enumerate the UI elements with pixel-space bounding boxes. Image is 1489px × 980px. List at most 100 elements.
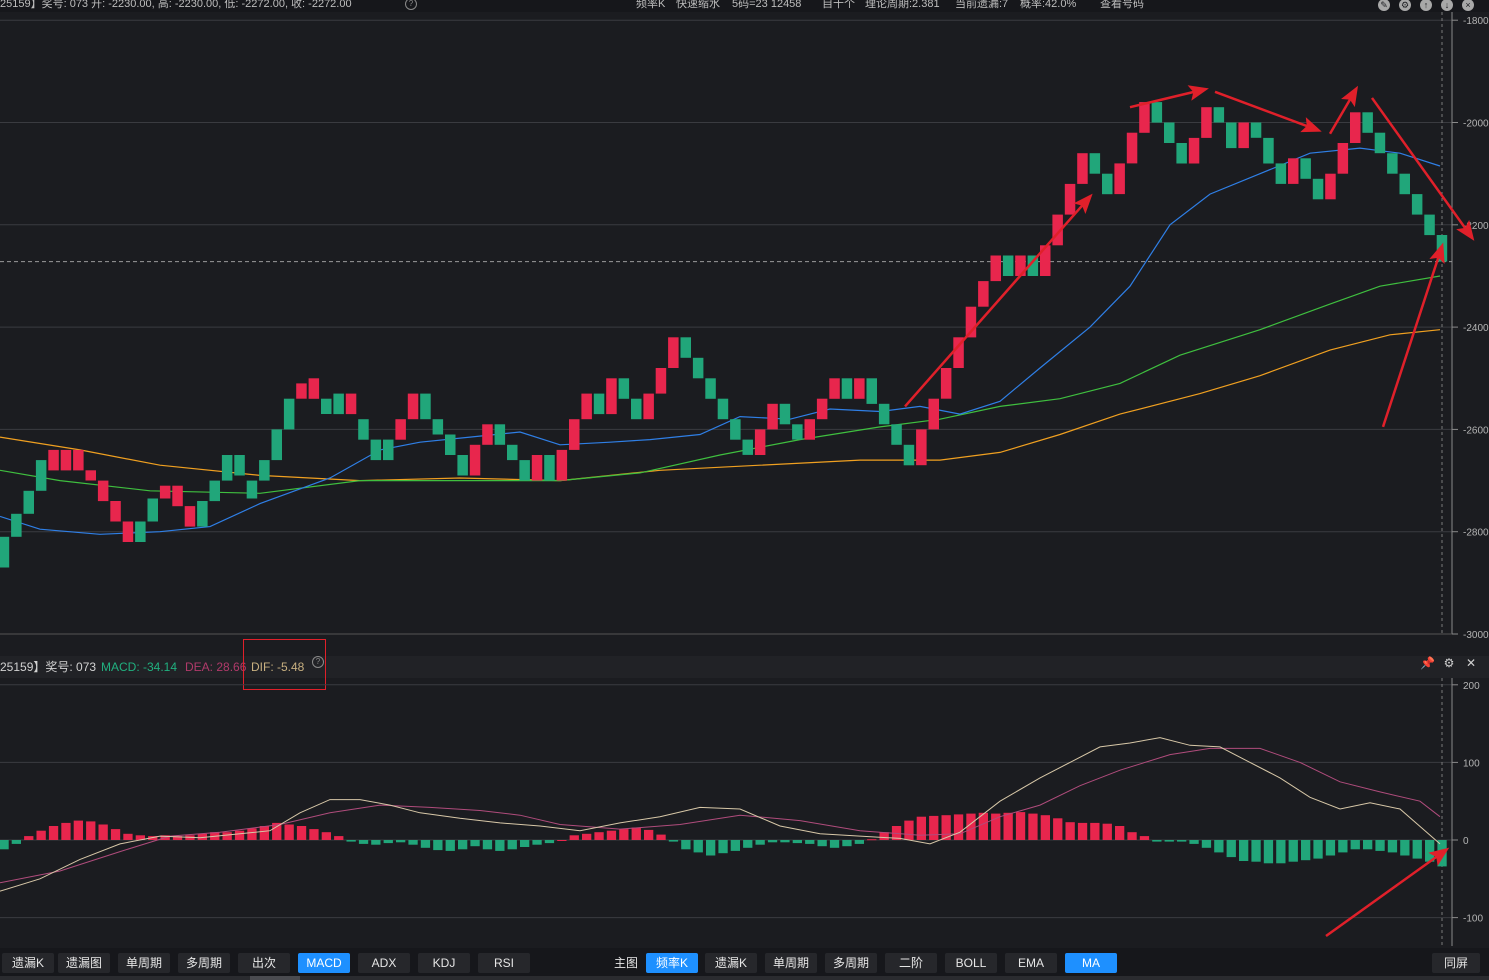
macd-bar [1040, 815, 1050, 840]
macd-bar [1152, 840, 1162, 842]
macd-bar [706, 840, 716, 856]
left-tab-1[interactable]: 遗漏图 [58, 953, 110, 973]
arrow-up-icon[interactable]: ↑ [1420, 0, 1432, 11]
arrow-down-icon[interactable]: ↓ [1441, 0, 1453, 11]
candle [1312, 178, 1324, 200]
dif-line [0, 737, 1441, 892]
pin-icon[interactable]: 📌 [1420, 656, 1435, 670]
candle [1114, 163, 1125, 195]
left-tab-5[interactable]: MACD [298, 953, 350, 973]
main-tab-5[interactable]: BOLL [945, 953, 997, 973]
candle [1126, 132, 1138, 164]
left-tab-6[interactable]: ADX [358, 953, 410, 973]
candle [1263, 137, 1274, 164]
macd-bar [470, 840, 480, 847]
main-tab-7[interactable]: MA [1065, 953, 1117, 973]
macd-bar [234, 830, 245, 840]
candle [172, 485, 183, 507]
left-tab-4[interactable]: 出次 [238, 953, 290, 973]
macd-bar [358, 840, 369, 844]
scrollbar-thumb[interactable] [250, 976, 300, 980]
left-tab-2[interactable]: 单周期 [118, 953, 170, 973]
main-tab-4[interactable]: 二阶 [885, 953, 937, 973]
main-tab-6[interactable]: EMA [1005, 953, 1057, 973]
macd-bar [755, 840, 765, 845]
candle [829, 378, 840, 399]
macd-bar [941, 815, 951, 840]
candle [692, 357, 704, 379]
macd-chart[interactable]: 200 100 0 -100 [0, 678, 1489, 946]
macd-bar [1127, 832, 1137, 840]
close-icon[interactable]: × [1462, 0, 1474, 11]
macd-bar [11, 840, 21, 844]
candle [197, 501, 208, 527]
same-screen-button[interactable]: 同屏 [1432, 953, 1480, 973]
sub-close-icon[interactable]: ✕ [1465, 656, 1477, 670]
candle [1399, 173, 1410, 195]
macd-bar [1276, 840, 1286, 864]
candle [60, 449, 72, 471]
macd-bar [148, 836, 158, 840]
edit-icon[interactable]: ✎ [1378, 0, 1390, 11]
scrollbar-track[interactable] [0, 976, 1489, 980]
candle [457, 455, 468, 476]
candle [569, 419, 580, 450]
candle [1176, 143, 1187, 164]
candle [1288, 158, 1299, 184]
macd-bar [718, 840, 728, 854]
macd-bar [36, 830, 46, 840]
macd-bar [644, 829, 654, 840]
macd-bar [780, 840, 790, 843]
candle [779, 403, 791, 425]
sub-y-tick-label: 100 [1463, 758, 1480, 769]
macd-bar [123, 833, 133, 840]
macd-bar [110, 829, 121, 840]
candle [767, 403, 778, 430]
main-tab-1[interactable]: 遗漏K [705, 953, 757, 973]
macd-bar [346, 840, 356, 842]
red-arrow-annotation [904, 193, 1093, 408]
main-tab-3[interactable]: 多周期 [825, 953, 877, 973]
macd-bar [1028, 813, 1038, 840]
candle [990, 255, 1001, 282]
candle [1089, 153, 1101, 174]
settings-icon[interactable]: ⚙ [1399, 0, 1411, 11]
bottom-toolbar: 遗漏K 遗漏图 单周期 多周期 出次 MACD ADX KDJ RSI 主图 频率K 遗漏K 单周期… [0, 948, 1489, 980]
sub-settings-icon[interactable]: ⚙ [1443, 656, 1455, 670]
macd-bar [916, 816, 926, 840]
main-kline-chart[interactable]: -1800 -2000 -2200 -2400 -2600 -2800 -3000 [0, 12, 1489, 657]
macd-bar [222, 832, 232, 840]
candle [965, 306, 977, 338]
candle [1226, 122, 1237, 149]
dif-highlight-box [243, 639, 326, 690]
left-tab-0[interactable]: 遗漏K [2, 953, 54, 973]
candle [1015, 255, 1026, 276]
macd-bar [1115, 826, 1125, 840]
red-arrow-annotation [1328, 85, 1359, 135]
y-tick-label: -1800 [1463, 16, 1489, 27]
macd-bar [867, 839, 877, 841]
candle [1052, 214, 1063, 246]
left-tab-7[interactable]: KDJ [418, 953, 470, 973]
main-tab-0[interactable]: 频率K [646, 953, 698, 973]
left-tab-3[interactable]: 多周期 [178, 953, 230, 973]
macd-bar [606, 830, 617, 840]
y-tick-label: -2600 [1463, 425, 1489, 436]
candle [482, 424, 493, 445]
macd-bar [1239, 840, 1249, 861]
dif-value: DIF: -5.48 [251, 660, 305, 674]
candle [556, 449, 568, 481]
candle [891, 424, 902, 445]
candle [978, 281, 989, 307]
macd-bar [334, 836, 344, 840]
left-tab-8[interactable]: RSI [478, 953, 530, 973]
macd-bar [458, 840, 468, 850]
view-numbers-link[interactable]: 查看号码 [1100, 0, 1144, 10]
macd-bar [73, 820, 83, 840]
ohlc-info: 25159】奖号: 073 开: -2230.00, 高: -2230.00, … [0, 0, 352, 10]
candle [494, 424, 506, 445]
main-tab-2[interactable]: 单周期 [765, 953, 817, 973]
red-arrow-annotation [1381, 242, 1445, 428]
candle [816, 398, 828, 420]
candle [593, 393, 605, 415]
